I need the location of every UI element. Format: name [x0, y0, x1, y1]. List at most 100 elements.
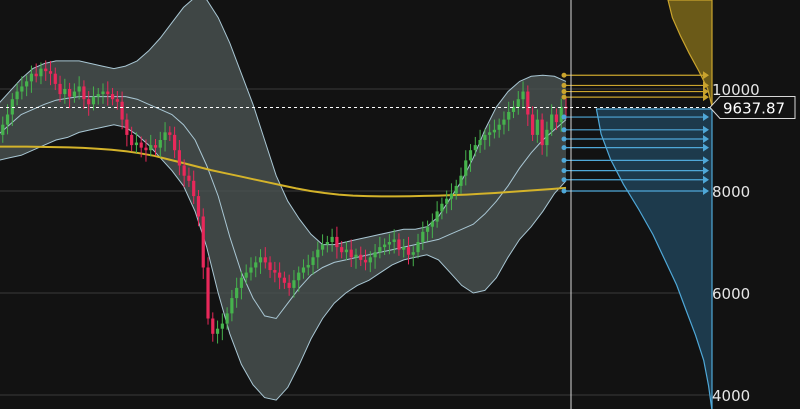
ask-order-marker: [561, 87, 709, 96]
candle: [440, 197, 444, 220]
candle: [473, 136, 477, 157]
candle-body: [106, 91, 110, 95]
depth-chart: [595, 0, 713, 409]
candle: [359, 246, 363, 266]
candle: [340, 240, 344, 259]
candle: [287, 274, 291, 296]
bid-order-marker: [561, 156, 709, 165]
candle: [387, 233, 391, 255]
candle-body: [488, 132, 492, 135]
candle: [416, 233, 420, 259]
y-tick-label-6000: 6000: [712, 285, 750, 303]
bid-order-marker-dot: [561, 114, 567, 120]
candle-body: [273, 270, 277, 273]
order-markers: [561, 71, 709, 195]
candle: [158, 131, 162, 158]
candle-body: [201, 216, 205, 268]
candle-body: [368, 257, 372, 263]
candle-body: [454, 185, 458, 194]
candle: [497, 118, 501, 138]
candle: [58, 75, 62, 103]
y-tick-label-4000: 4000: [712, 387, 750, 405]
candle: [249, 257, 253, 281]
candle-body: [535, 119, 539, 135]
bid-order-marker: [561, 175, 709, 184]
candle: [278, 262, 282, 290]
candle: [354, 248, 358, 269]
candle-body: [249, 267, 253, 273]
candle: [153, 138, 158, 156]
candle: [464, 150, 468, 186]
ask-order-marker-arrow: [703, 81, 709, 90]
candle: [516, 91, 520, 115]
candle-body: [392, 239, 396, 242]
candle-body: [239, 277, 244, 288]
bid-order-marker-arrow: [703, 156, 709, 165]
ask-order-marker: [561, 71, 709, 80]
candle: [53, 67, 57, 91]
bid-order-marker-arrow: [703, 166, 709, 175]
candle: [535, 109, 539, 143]
candle: [20, 76, 24, 100]
candle-body: [373, 252, 377, 258]
candle-body: [39, 68, 43, 77]
candle-body: [225, 313, 229, 324]
bid-order-marker-dot: [561, 136, 567, 142]
candle-body: [254, 262, 258, 268]
candle-body: [554, 114, 559, 123]
candle-body: [77, 86, 81, 92]
candle: [335, 226, 339, 259]
candle: [325, 235, 329, 253]
ask-order-marker-arrow: [703, 71, 709, 80]
candle: [120, 91, 124, 130]
candle-body: [306, 264, 310, 268]
candle-body: [559, 106, 563, 123]
candle-body: [48, 71, 53, 74]
candle: [435, 201, 439, 228]
candle: [526, 85, 530, 126]
candle-body: [15, 91, 19, 100]
candle-body: [440, 203, 444, 212]
candle-body: [502, 119, 506, 125]
candle: [349, 239, 353, 267]
candle-body: [516, 99, 520, 107]
candle: [48, 60, 53, 86]
candle: [235, 277, 239, 308]
candle: [454, 179, 458, 200]
bollinger-middle-line: [0, 96, 567, 320]
candle-body: [53, 73, 57, 84]
candle-body: [354, 254, 358, 258]
candle-body: [268, 262, 272, 271]
candle: [220, 313, 224, 341]
candle: [507, 101, 511, 132]
candle-body: [163, 132, 167, 140]
bid-order-marker-arrow: [703, 113, 709, 122]
y-tick-label-10000: 10000: [712, 81, 760, 99]
candle-body: [110, 94, 115, 100]
candle-body: [182, 165, 186, 176]
candle-body: [311, 257, 315, 265]
candle: [163, 122, 167, 152]
candle: [15, 83, 19, 106]
candle: [459, 167, 463, 194]
candle-body: [120, 101, 124, 120]
candle: [268, 256, 272, 278]
bid-order-marker-dot: [561, 157, 567, 163]
candle: [492, 119, 497, 139]
candle: [211, 312, 215, 342]
candle: [29, 65, 34, 93]
candle: [344, 241, 349, 261]
candle: [258, 249, 263, 274]
ask-order-marker-dot: [561, 82, 567, 88]
ask-order-marker-arrow: [703, 87, 709, 96]
candle-body: [192, 180, 196, 197]
candle-body: [497, 124, 501, 130]
candle-body: [340, 247, 344, 253]
candle-body: [34, 73, 38, 77]
ask-order-marker-dot: [561, 72, 567, 78]
candle: [425, 220, 430, 242]
candle-body: [211, 318, 215, 334]
candle: [383, 238, 387, 256]
bid-order-marker: [561, 166, 709, 175]
